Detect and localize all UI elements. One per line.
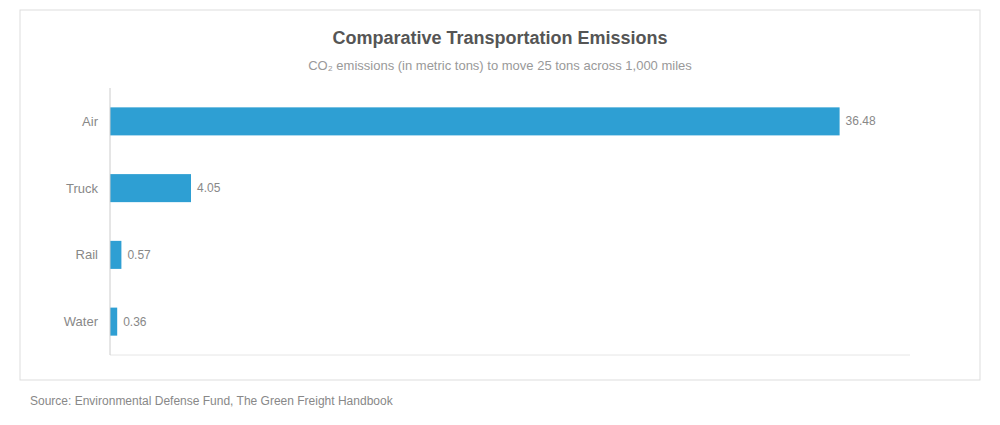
source-note: Source: Environmental Defense Fund, The … [30, 394, 394, 408]
category-label: Rail [76, 247, 99, 262]
value-label: 0.36 [123, 315, 147, 329]
category-label: Water [64, 314, 99, 329]
zero-line [110, 88, 111, 355]
category-label: Air [82, 114, 99, 129]
bars [110, 107, 840, 335]
chart-frame [20, 10, 980, 380]
chart-svg: Comparative Transportation Emissions CO₂ … [0, 0, 1000, 425]
value-label: 4.05 [197, 181, 221, 195]
bar [110, 174, 191, 202]
value-label: 36.48 [846, 114, 876, 128]
title: Comparative Transportation Emissions [332, 28, 667, 48]
value-label: 0.57 [127, 248, 151, 262]
bar [110, 107, 840, 135]
bar [110, 241, 121, 269]
labels: Air 36.48 Truck 4.05 Rail 0.57 Water 0.36 [64, 114, 876, 329]
category-label: Truck [66, 181, 99, 196]
subtitle: CO₂ emissions (in metric tons) to move 2… [308, 58, 692, 73]
chart-container: Comparative Transportation Emissions CO₂ … [0, 0, 1000, 425]
x-axis-line [110, 355, 910, 356]
bar [110, 308, 117, 336]
